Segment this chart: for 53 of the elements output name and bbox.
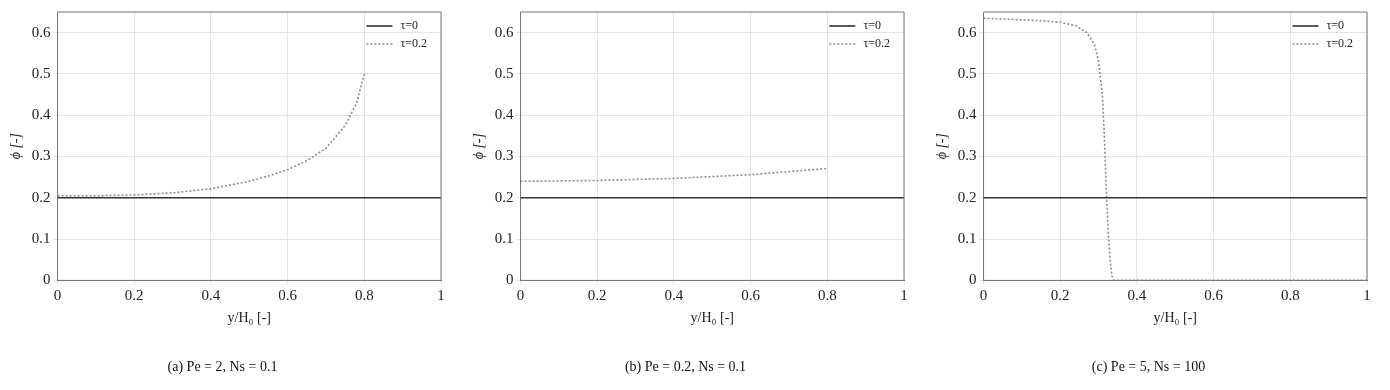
x-tick-label: 1	[900, 287, 908, 304]
y-tick-label: 0.2	[31, 188, 51, 205]
y-tick-label: 0.2	[957, 188, 977, 205]
y-tick-label: 0.4	[31, 106, 52, 123]
y-tick-label: 0.4	[957, 106, 978, 123]
x-tick-label: 0.8	[817, 287, 837, 304]
y-tick-label: 0.2	[494, 188, 514, 205]
text: (a) Pe = 2, Ns = 0.1	[167, 359, 278, 376]
x-tick-label: 0.4	[1127, 287, 1147, 304]
x-tick-label: 0.4	[664, 287, 684, 304]
legend-label: τ=0	[1326, 18, 1344, 33]
y-tick-label: 0.6	[957, 23, 978, 40]
x-tick-label: 0.2	[124, 287, 144, 304]
x-tick-label: 0.2	[1050, 287, 1070, 304]
y-tick-label: 0	[969, 271, 977, 288]
y-axis-title: ϕ [-]	[8, 133, 24, 160]
y-axis-title: ϕ [-]	[934, 133, 950, 160]
y-tick-label: 0.4	[494, 106, 515, 123]
y-tick-label: 0.3	[494, 147, 514, 164]
y-tick-label: 0.3	[957, 147, 977, 164]
y-tick-label: 0	[43, 271, 51, 288]
y-tick-label: 0	[506, 271, 514, 288]
x-tick-label: 0.8	[354, 287, 374, 304]
x-tick-label: 0.6	[1204, 287, 1224, 304]
x-tick-label: 0.8	[1280, 287, 1300, 304]
x-tick-label: 0.2	[587, 287, 607, 304]
legend-label: τ=0	[863, 18, 881, 33]
x-axis-title: y/H₀ [-]	[690, 310, 734, 326]
y-tick-label: 0.5	[31, 64, 51, 81]
y-tick-label: 0.1	[494, 230, 514, 247]
y-tick-label: 0.1	[957, 230, 977, 247]
x-tick-label: 0.6	[741, 287, 761, 304]
y-tick-label: 0.6	[31, 23, 52, 40]
legend-label: τ=0.2	[863, 36, 890, 51]
y-tick-label: 0.5	[494, 64, 514, 81]
line-series	[57, 73, 366, 197]
x-tick-label: 1	[1363, 287, 1371, 304]
text: (b) Pe = 0.2, Ns = 0.1	[624, 359, 747, 376]
legend-label: τ=0.2	[400, 36, 427, 51]
line-series	[520, 167, 829, 183]
y-axis-title: ϕ [-]	[471, 133, 487, 160]
legend-label: τ=0	[400, 18, 418, 33]
x-tick-label: 1	[437, 287, 445, 304]
text: (c) Pe = 5, Ns = 100	[1091, 359, 1206, 376]
x-tick-label: 0.6	[278, 287, 298, 304]
legend-label: τ=0.2	[1326, 36, 1353, 51]
y-tick-label: 0.3	[31, 147, 51, 164]
y-tick-label: 0.6	[494, 23, 515, 40]
x-axis-title: y/H₀ [-]	[1153, 310, 1197, 326]
x-axis-title: y/H₀ [-]	[227, 310, 271, 326]
y-tick-label: 0.5	[957, 64, 977, 81]
y-tick-label: 0.1	[31, 230, 51, 247]
x-tick-label: 0.4	[201, 287, 221, 304]
